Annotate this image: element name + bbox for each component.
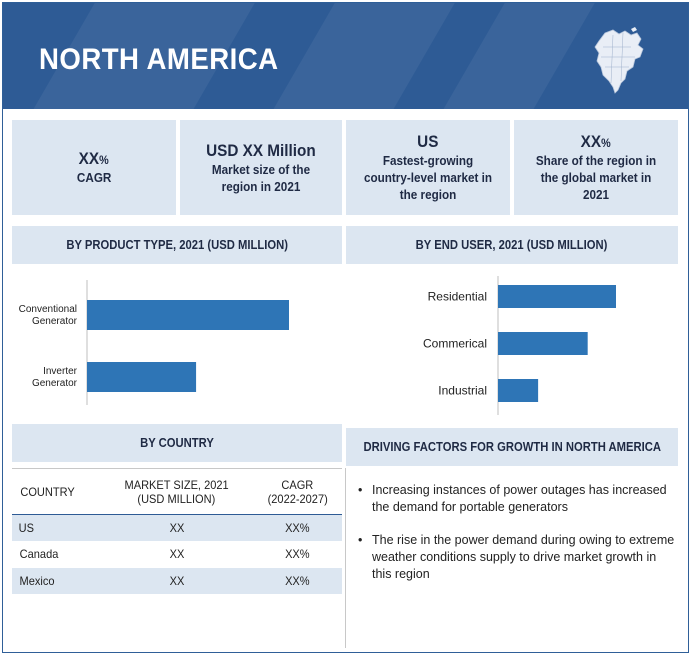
country-table: COUNTRY MARKET SIZE, 2021 (USD MILLION) CAG… — [12, 468, 342, 594]
kpi-market-size-value: USD XX Million — [206, 140, 316, 160]
table-cell: XX% — [285, 547, 310, 562]
table-cell: Mexico — [12, 567, 101, 594]
table-cell: XX — [100, 514, 254, 541]
end-user-bar — [498, 379, 539, 402]
table-cell: XX — [100, 567, 254, 594]
table-cell: XX% — [253, 567, 342, 594]
table-row: US XX XX% — [12, 514, 342, 541]
kpi-market-size: USD XX Million Market size of the region… — [180, 120, 342, 215]
kpi-fastest-country-label: Fastest-growing country-level market in … — [363, 153, 493, 202]
table-cell: US — [12, 514, 101, 541]
end-user-bar — [498, 285, 616, 308]
country-header: BY COUNTRY — [12, 424, 342, 462]
kpi-cagr: XX% CAGR — [12, 120, 176, 215]
kpi-fastest-country: US Fastest-growing country-level market … — [346, 120, 510, 215]
product-type-category-label: Inverter Generator — [32, 366, 78, 389]
table-row: Canada XX XX% — [12, 541, 342, 568]
column-divider — [345, 468, 346, 648]
kpi-cagr-value: XX — [78, 149, 100, 168]
end-user-bar — [498, 332, 588, 355]
table-cell: XX% — [253, 514, 342, 541]
header-banner: NORTH AMERICA — [3, 3, 688, 109]
kpi-region-share-unit: % — [601, 136, 612, 150]
end-user-header: BY END USER, 2021 (USD MILLION) — [346, 226, 678, 264]
product-type-bar — [87, 300, 289, 330]
kpi-cagr-unit: % — [99, 153, 110, 167]
table-cell: Canada — [19, 547, 59, 562]
kpi-region-share: XX% Share of the region in the global ma… — [514, 120, 678, 215]
kpi-region-share-label: Share of the region in the global market… — [535, 153, 657, 202]
product-type-bar — [87, 362, 197, 392]
end-user-chart: Residential Commerical Industrial — [423, 276, 616, 415]
country-table-column-header: CAGR (2022-2027) — [253, 468, 342, 515]
region-title: NORTH AMERICA — [39, 43, 279, 76]
kpi-market-size-label: Market size of the region in 2021 — [211, 161, 311, 194]
table-row: Mexico XX XX% — [12, 567, 342, 594]
kpi-cagr-label: CAGR — [76, 170, 112, 185]
north-america-map-icon — [594, 27, 644, 94]
table-cell: XX — [169, 547, 185, 562]
kpi-fastest-country-value: US — [417, 132, 439, 151]
product-type-header: BY PRODUCT TYPE, 2021 (USD MILLION) — [12, 226, 342, 264]
drivers-header: DRIVING FACTORS FOR GROWTH IN NORTH AMER… — [346, 428, 678, 466]
product-type-category-label: Conventional Generator — [19, 304, 78, 327]
list-item: Increasing instances of power outages ha… — [356, 482, 676, 516]
driving-factors-list: Increasing instances of power outages ha… — [356, 482, 676, 599]
kpi-region-share-value: XX — [580, 132, 602, 151]
country-table-header: COUNTRY MARKET SIZE, 2021 (USD MILLION) CAG… — [12, 468, 342, 515]
country-table-column-header: MARKET SIZE, 2021 (USD MILLION) — [100, 468, 254, 515]
end-user-category-label: Industrial — [438, 384, 487, 398]
product-type-chart: Conventional Generator Inverter Generator — [19, 280, 289, 405]
country-table-column-header: COUNTRY — [12, 468, 101, 515]
list-item: The rise in the power demand during owin… — [356, 532, 676, 583]
end-user-category-label: Residential — [428, 290, 487, 304]
end-user-category-label: Commerical — [423, 337, 487, 351]
